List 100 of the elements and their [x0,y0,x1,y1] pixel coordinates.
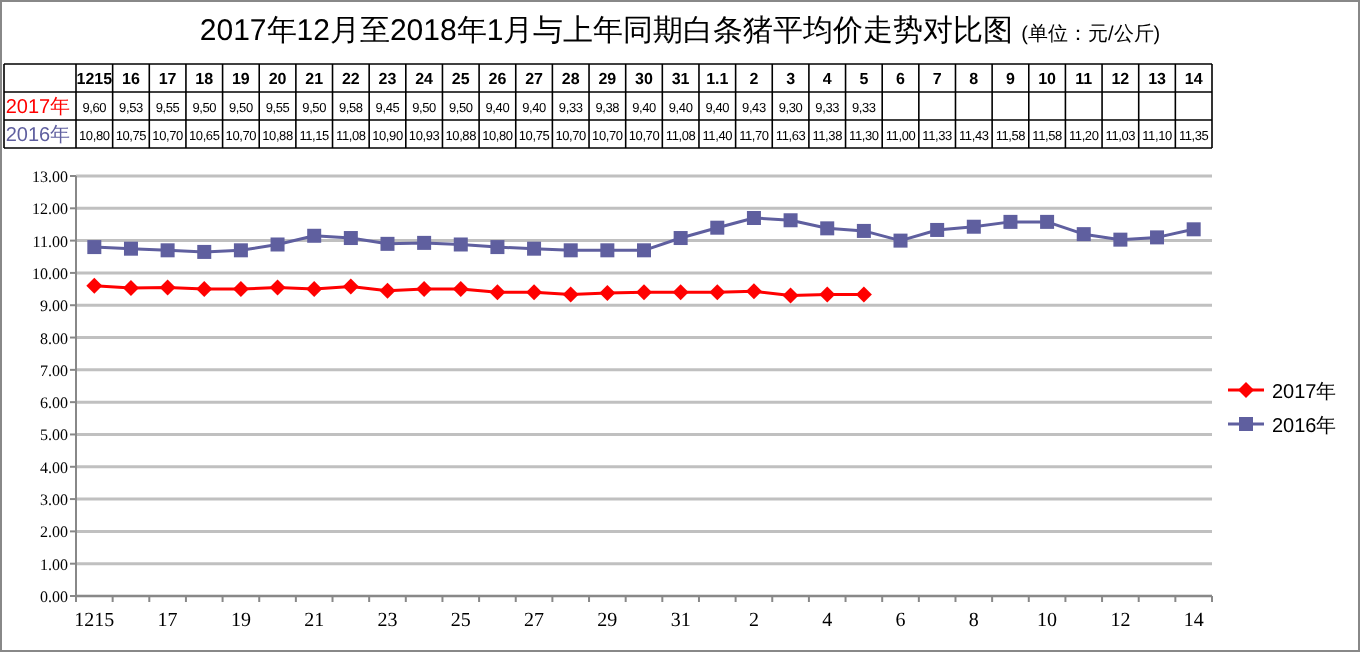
category-label: 8 [968,610,979,632]
point [746,211,761,225]
point [673,231,688,246]
y-tick-label: 9.00 [40,297,68,316]
point [637,243,651,258]
point [159,279,176,296]
point [600,243,615,258]
x-tick-label: 20 [268,70,288,88]
x-tick-label: 19 [232,70,251,88]
category-label: 23 [377,610,398,632]
point [232,281,249,298]
point [490,240,505,255]
x-tick-label: 4 [822,70,833,88]
chart-subtitle: (单位：元/公斤) [1021,22,1161,46]
x-tick-label: 29 [598,70,618,88]
point [1003,214,1018,229]
x-tick-label: 16 [122,70,141,88]
point [197,244,212,259]
point [160,243,175,258]
point [379,282,396,299]
x-tick-label: 31 [671,70,691,88]
y-tick-label: 11.00 [32,232,68,251]
y-tick-label: 1.00 [40,555,68,574]
y-tick-label: 0.00 [40,588,68,606]
point [893,233,908,248]
x-tick-label: 23 [378,70,398,88]
category-label: 14 [1183,610,1204,632]
point [1076,227,1091,242]
x-tick-label: 10 [1038,70,1058,88]
x-tick-label: 18 [195,70,215,88]
x-tick-label: 12 [1111,70,1131,88]
x-tick-label: 21 [305,70,325,88]
point [453,237,468,252]
category-label: 25 [450,610,471,632]
point [782,287,799,304]
x-tick-label: 11 [1075,70,1094,88]
text: 2017年 [5,97,71,119]
point [196,281,213,298]
point [122,280,139,297]
text: 2016年 [5,125,71,147]
point [86,277,103,294]
point [563,243,578,258]
point [380,236,395,251]
x-tick-label: 9 [1006,70,1016,88]
point [343,231,358,246]
point [1150,230,1165,245]
point [87,240,102,255]
point [526,284,543,301]
category-label: 1215 [74,610,115,632]
category-label: 12 [1110,610,1131,632]
x-tick-label: 13 [1148,70,1168,88]
point [966,219,981,234]
point [233,243,248,258]
point [306,281,323,298]
point [709,284,726,301]
point [819,286,836,303]
chart-title: 2017年12月至2018年1月与上年同期白条猪平均价走势对比图 [199,14,1014,48]
y-tick-label: 8.00 [40,329,68,348]
x-tick-label: 24 [415,70,435,88]
x-tick-label: 26 [488,70,508,88]
x-tick-label: 27 [525,70,545,88]
point [1186,222,1201,237]
y-tick-label: 7.00 [40,361,68,380]
x-tick-label: 6 [896,70,907,88]
x-tick-label: 25 [451,70,471,88]
point [1113,232,1128,247]
point [856,223,871,238]
point [269,279,286,296]
point [417,235,432,250]
point [270,237,285,252]
legend-label: 2017年 [1272,380,1337,404]
point [710,220,725,235]
point [783,213,798,228]
category-label: 19 [230,610,251,632]
point [1040,214,1055,229]
category-label: 17 [157,610,178,632]
x-tick-label: 30 [635,70,654,88]
y-tick-label: 4.00 [40,458,68,477]
y-tick-label: 12.00 [32,200,68,219]
x-tick-label: 17 [158,70,178,88]
point [599,284,616,301]
x-tick-label: 2 [749,70,760,88]
category-label: 10 [1037,610,1058,632]
category-label: 21 [304,610,325,632]
y-tick-label: 6.00 [40,394,68,413]
y-tick-label: 3.00 [40,491,68,510]
point [855,286,872,303]
legend-label: 2016年 [1272,414,1337,438]
x-tick-label: 8 [969,70,980,88]
point [123,241,138,256]
point [527,241,542,256]
point [416,281,433,298]
point [562,286,579,303]
category-label: 6 [895,610,906,632]
category-label: 29 [597,610,618,632]
point [489,284,506,301]
x-tick-label: 5 [859,70,870,88]
point [672,284,689,301]
point [452,281,469,298]
x-tick-label: 7 [932,70,943,88]
